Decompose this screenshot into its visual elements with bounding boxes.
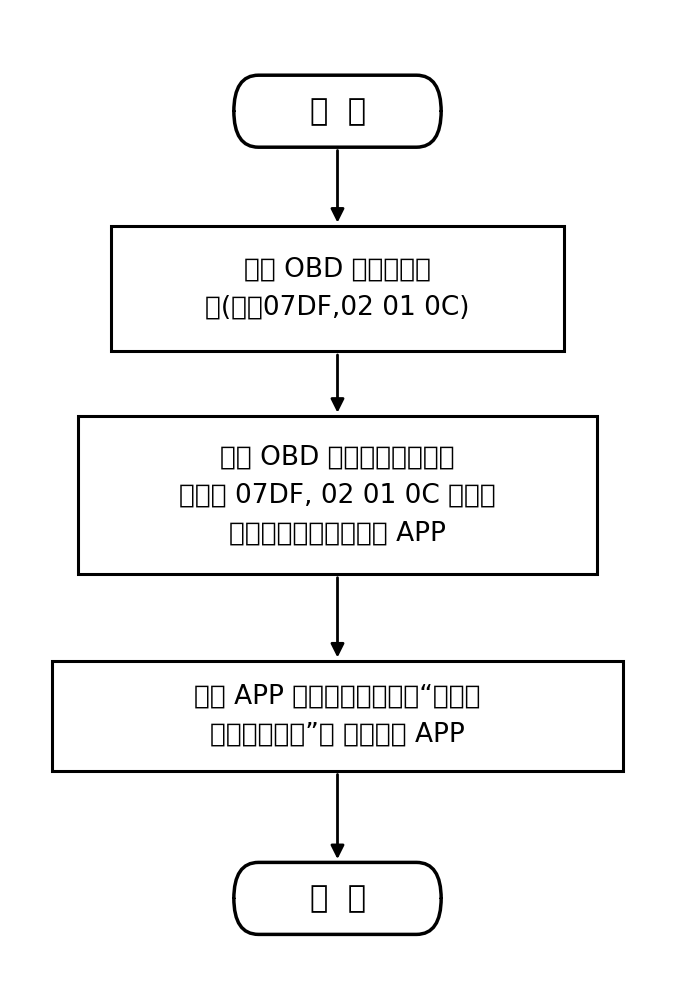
FancyBboxPatch shape xyxy=(53,661,622,771)
Text: 手机 APP 收到指令后分析为“获取车
辆发动机转速”， 并显示在 APP: 手机 APP 收到指令后分析为“获取车 辆发动机转速”， 并显示在 APP xyxy=(194,684,481,748)
Text: 车载 OBD 设备发送指
令(例：07DF,02 01 0C): 车载 OBD 设备发送指 令(例：07DF,02 01 0C) xyxy=(205,257,470,321)
Text: 车载 OBD 行为数据采集硬件
监听到 07DF, 02 01 0C 通过无
线传输模块发送给手机 APP: 车载 OBD 行为数据采集硬件 监听到 07DF, 02 01 0C 通过无 线… xyxy=(179,444,496,546)
FancyBboxPatch shape xyxy=(78,416,597,574)
Text: 开  始: 开 始 xyxy=(310,97,365,126)
FancyBboxPatch shape xyxy=(234,75,441,147)
FancyBboxPatch shape xyxy=(234,862,441,934)
Text: 结  束: 结 束 xyxy=(310,884,365,913)
FancyBboxPatch shape xyxy=(111,226,564,351)
